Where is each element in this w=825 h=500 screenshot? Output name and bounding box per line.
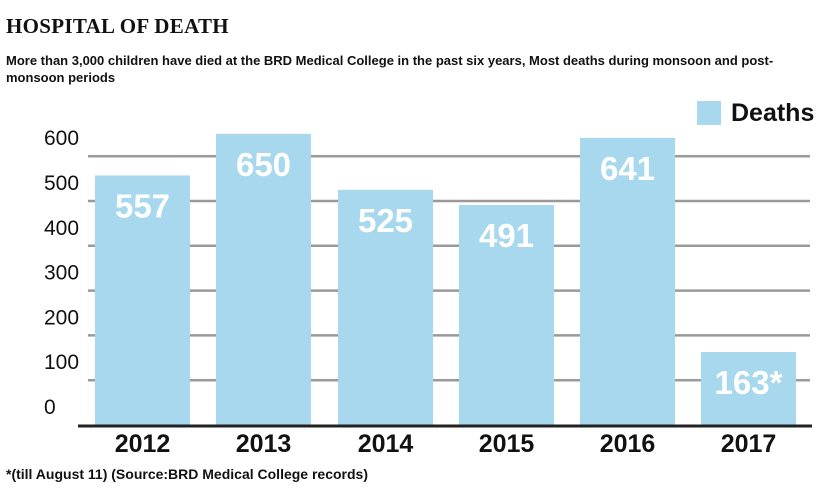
y-tick-label: 600 bbox=[44, 127, 79, 150]
data-label-2016: 641 bbox=[600, 150, 655, 187]
x-tick-label: 2014 bbox=[358, 430, 414, 458]
x-tick-label: 2016 bbox=[600, 430, 656, 458]
bar-2017 bbox=[701, 351, 796, 425]
data-label-2012: 557 bbox=[115, 187, 170, 224]
bar-2014 bbox=[338, 189, 433, 425]
bar-2016 bbox=[580, 137, 675, 425]
footnote: *(till August 11) (Source:BRD Medical Co… bbox=[6, 466, 368, 482]
chart-title: HOSPITAL OF DEATH bbox=[6, 14, 229, 38]
y-tick-label: 0 bbox=[44, 396, 56, 419]
legend-swatch-deaths bbox=[697, 101, 721, 125]
legend-label-deaths: Deaths bbox=[731, 98, 815, 127]
x-tick-label: 2013 bbox=[236, 430, 292, 458]
x-tick-label: 2012 bbox=[115, 430, 171, 458]
y-tick-label: 200 bbox=[44, 306, 79, 329]
data-label-2014: 525 bbox=[358, 202, 413, 239]
chart-subtitle: More than 3,000 children have died at th… bbox=[6, 53, 774, 85]
y-tick-label: 300 bbox=[44, 262, 79, 285]
data-label-2013: 650 bbox=[236, 146, 291, 183]
y-tick-label: 400 bbox=[44, 217, 79, 240]
bar-2015 bbox=[459, 205, 554, 425]
y-tick-label: 500 bbox=[44, 172, 79, 195]
bar-2012 bbox=[95, 175, 190, 425]
x-tick-label: 2015 bbox=[479, 430, 535, 458]
data-label-2015: 491 bbox=[479, 217, 534, 254]
x-tick-label: 2017 bbox=[721, 430, 777, 458]
legend: Deaths bbox=[697, 98, 815, 127]
bar-2013 bbox=[216, 133, 311, 426]
data-label-2017: 163* bbox=[715, 364, 783, 401]
y-tick-label: 100 bbox=[44, 351, 79, 374]
